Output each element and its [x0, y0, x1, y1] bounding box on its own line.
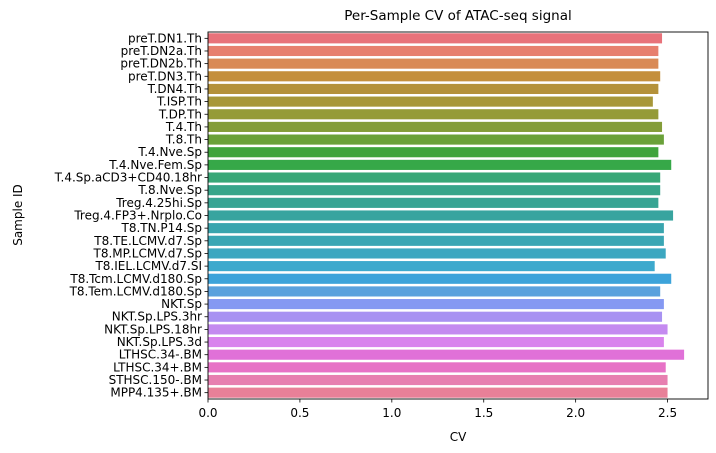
bar-5 — [208, 96, 653, 107]
bar-24 — [208, 336, 664, 348]
y-tick-labels: preT.DN1.ThpreT.DN2a.ThpreT.DN2b.ThpreT.… — [54, 31, 208, 400]
bar-22 — [208, 311, 663, 322]
bar-14 — [208, 210, 674, 221]
y-tick-label-10: T.4.Nve.Fem.Sp — [108, 158, 202, 172]
y-tick-label-19: T8.Tcm.LCMV.d180.Sp — [69, 272, 202, 286]
y-tick-label-15: T8.TN.P14.Sp — [121, 221, 202, 235]
bar-11 — [208, 172, 661, 183]
bar-26 — [208, 362, 666, 373]
bar-21 — [208, 299, 664, 310]
bars-group — [208, 33, 685, 398]
plot-frame — [207, 31, 709, 400]
bar-4 — [208, 83, 659, 95]
y-tick-label-9: T.4.Nve.Sp — [137, 145, 202, 159]
bar-10 — [208, 159, 672, 170]
x-tick-label-1: 0.5 — [290, 406, 309, 420]
y-tick-label-6: T.DP.Th — [158, 107, 202, 121]
bar-12 — [208, 185, 661, 196]
y-tick-label-12: T.8.Nve.Sp — [137, 183, 202, 197]
bar-2 — [208, 58, 659, 69]
y-tick-label-16: T8.TE.LCMV.d7.Sp — [93, 234, 202, 248]
bar-18 — [208, 261, 655, 272]
y-tick-label-18: T8.IEL.LCMV.d7.SI — [94, 259, 202, 273]
x-ticks: 0.0 0.5 1.0 1.5 2.0 2.5 — [198, 399, 677, 420]
y-tick-label-0: preT.DN1.Th — [128, 31, 202, 45]
y-tick-label-20: T8.Tem.LCMV.d180.Sp — [69, 284, 202, 298]
bar-16 — [208, 235, 664, 246]
y-tick-label-25: LTHSC.34-.BM — [119, 348, 202, 362]
y-tick-label-3: preT.DN3.Th — [128, 69, 202, 83]
y-tick-label-4: T.DN4.Th — [147, 82, 202, 96]
y-tick-label-27: STHSC.150-.BM — [109, 373, 202, 387]
y-tick-label-21: NKT.Sp — [161, 297, 202, 311]
bar-8 — [208, 134, 664, 145]
chart-title: Per-Sample CV of ATAC-seq signal — [344, 8, 572, 24]
bar-17 — [208, 248, 666, 259]
x-tick-label-5: 2.5 — [658, 406, 677, 420]
y-tick-label-5: T.ISP.Th — [156, 95, 202, 109]
bar-13 — [208, 197, 659, 208]
x-tick-label-3: 1.5 — [474, 406, 493, 420]
y-tick-label-7: T.4.Th — [165, 120, 202, 134]
y-axis-label: Sample ID — [11, 184, 25, 246]
bar-1 — [208, 45, 659, 57]
y-tick-label-17: T8.MP.LCMV.d7.Sp — [92, 246, 202, 260]
bar-15 — [208, 223, 664, 234]
bar-27 — [208, 374, 668, 386]
y-tick-label-22: NKT.Sp.LPS.3hr — [112, 310, 202, 324]
bar-6 — [208, 109, 659, 120]
x-tick-label-0: 0.0 — [198, 406, 217, 420]
y-tick-label-28: MPP4.135+.BM — [110, 386, 202, 400]
y-tick-label-1: preT.DN2a.Th — [121, 44, 202, 58]
bar-28 — [208, 387, 668, 398]
bar-19 — [208, 273, 672, 284]
y-tick-label-13: Treg.4.25hi.Sp — [115, 196, 202, 210]
bar-3 — [208, 71, 661, 82]
bar-9 — [208, 147, 659, 158]
y-tick-label-14: Treg.4.FP3+.Nrplo.Co — [73, 209, 202, 223]
y-tick-label-8: T.8.Th — [165, 133, 202, 147]
y-tick-label-26: LTHSC.34+.BM — [113, 360, 202, 374]
x-tick-label-2: 1.0 — [382, 406, 401, 420]
bar-0 — [208, 33, 663, 44]
y-tick-label-24: NKT.Sp.LPS.3d — [117, 335, 202, 349]
x-axis-label: CV — [450, 430, 467, 444]
y-tick-label-23: NKT.Sp.LPS.18hr — [104, 322, 202, 336]
bar-25 — [208, 349, 685, 360]
bar-20 — [208, 286, 661, 297]
bar-23 — [208, 324, 668, 335]
x-tick-label-4: 2.0 — [566, 406, 585, 420]
bar-7 — [208, 121, 663, 132]
y-tick-label-11: T.4.Sp.aCD3+CD40.18hr — [54, 171, 202, 185]
y-tick-label-2: preT.DN2b.Th — [120, 57, 202, 71]
